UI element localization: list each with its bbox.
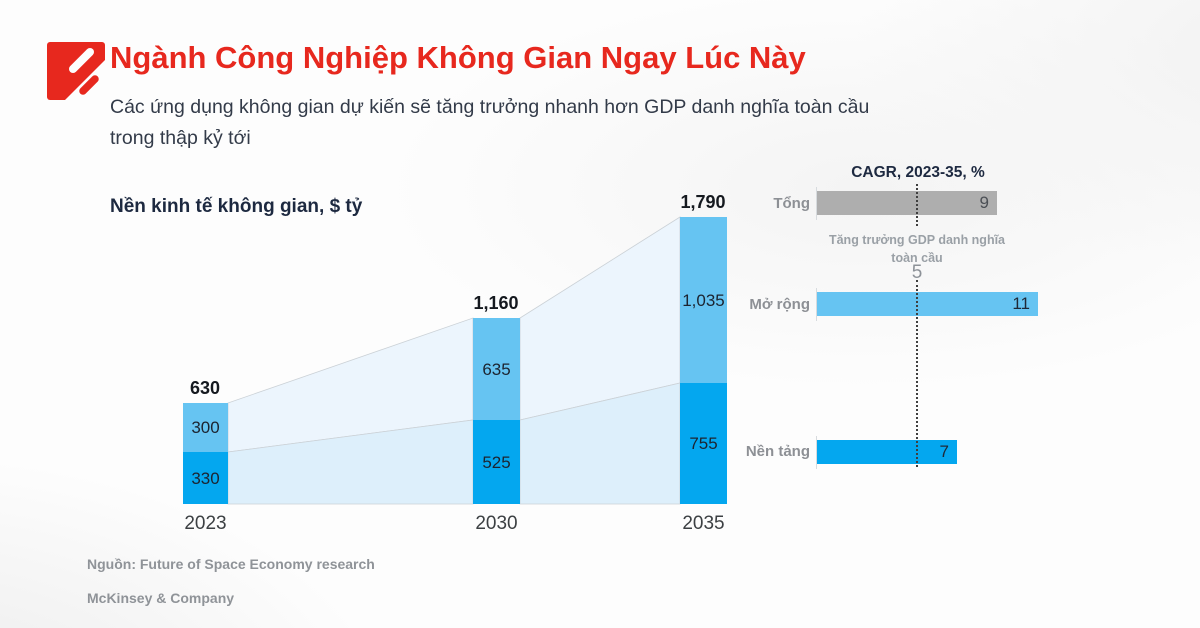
gdp-reference-label: Tăng trưởng GDP danh nghĩa toàn cầu (817, 231, 1017, 267)
company-credit: McKinsey & Company (87, 590, 235, 606)
cagr-bar-foundation: 7 (817, 440, 957, 464)
space-economy-chart: 630 1,160 1,790 300 330 635 525 1,035 75… (183, 192, 727, 534)
cagr-bar-total: 9 (817, 191, 997, 215)
segment-value-2023-expansion: 300 (191, 418, 219, 437)
axis-tick-foundation (816, 436, 817, 469)
bar-2023-foundation (183, 452, 228, 504)
total-label-2023: 630 (190, 378, 220, 398)
row-label-total: Tổng (773, 195, 810, 212)
page-title: Ngành Công Nghiệp Không Gian Ngay Lúc Nà… (110, 40, 806, 75)
axis-tick-total (816, 187, 817, 220)
axis-tick-expansion (816, 288, 817, 321)
row-label-expansion: Mở rộng (749, 296, 810, 313)
cagr-value-total: 9 (979, 193, 989, 212)
bar-2035-expansion (680, 217, 727, 383)
bar-2030-expansion (473, 318, 520, 420)
gdp-reference-line-bottom (916, 280, 918, 467)
cagr-value-foundation: 7 (939, 442, 949, 461)
left-chart-title: Nền kinh tế không gian, $ tỷ (110, 196, 363, 217)
x-axis-label-2030: 2030 (475, 513, 517, 534)
segment-value-2030-foundation: 525 (482, 453, 510, 472)
bar-2030-foundation (473, 420, 520, 504)
brand-logo (47, 42, 105, 105)
brand-logo-icon (47, 42, 105, 100)
cagr-bar-expansion: 11 (817, 292, 1038, 316)
segment-value-2035-expansion: 1,035 (682, 291, 725, 310)
x-axis-label-2023: 2023 (184, 513, 226, 534)
row-label-foundation: Nền tảng (745, 443, 810, 460)
page-subtitle-line2: trong thập kỷ tới (110, 127, 251, 149)
gdp-reference-line-top (916, 184, 918, 226)
gdp-reference-value: 5 (911, 262, 923, 283)
segment-value-2035-foundation: 755 (689, 434, 717, 453)
page-subtitle: Các ứng dụng không gian dự kiến sẽ tăng … (110, 92, 869, 154)
segment-value-2030-expansion: 635 (482, 360, 510, 379)
total-label-2035: 1,790 (680, 192, 725, 212)
bar-2023-expansion (183, 403, 228, 452)
gdp-reference-label-line2: toàn cầu (891, 251, 943, 265)
bar-2035-foundation (680, 383, 727, 504)
source-note: Nguồn: Future of Space Economy research (87, 556, 375, 572)
cagr-value-expansion: 11 (1012, 294, 1030, 313)
cagr-chart-title: CAGR, 2023-35, % (851, 164, 985, 181)
total-label-2030: 1,160 (473, 293, 518, 313)
x-axis-label-2035: 2035 (682, 513, 724, 534)
page-subtitle-line1: Các ứng dụng không gian dự kiến sẽ tăng … (110, 96, 870, 118)
gdp-reference-label-line1: Tăng trưởng GDP danh nghĩa (828, 233, 1006, 247)
segment-value-2023-foundation: 330 (191, 469, 219, 488)
